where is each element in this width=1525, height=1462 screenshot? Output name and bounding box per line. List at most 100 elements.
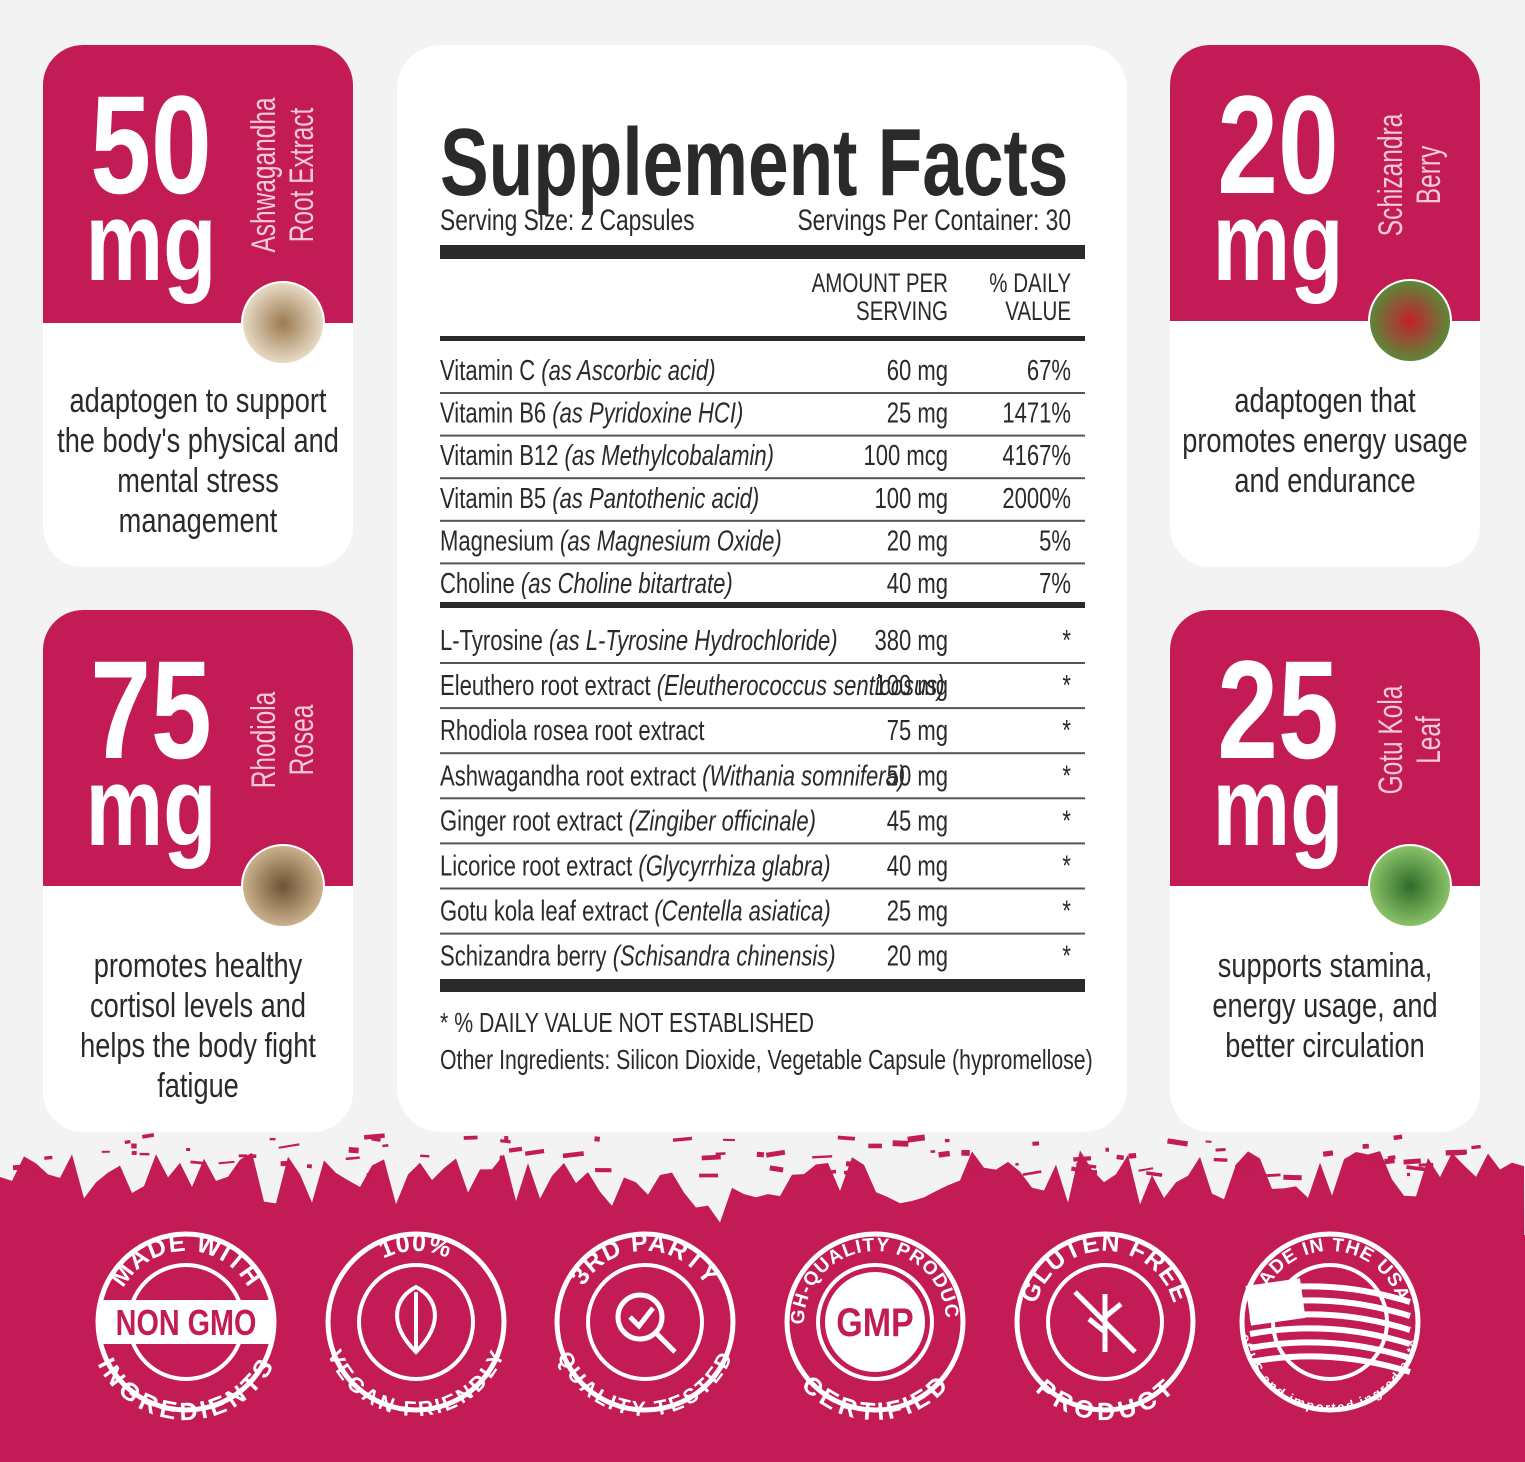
unit: mg xyxy=(85,745,216,870)
brush-speck xyxy=(131,1150,137,1156)
ingredient-photo xyxy=(1368,279,1452,363)
ingredient-name: Leaf xyxy=(1410,716,1448,764)
amount-per-serving: 100 mg xyxy=(875,483,948,515)
brush-speck xyxy=(938,1150,951,1158)
badge-ring xyxy=(1239,1231,1421,1413)
facts-background xyxy=(397,45,1127,1132)
ingredient-name: Root Extract xyxy=(283,107,321,242)
badge-center-text: GMP xyxy=(836,1299,913,1344)
brush-speck xyxy=(715,1152,726,1156)
rule-medium xyxy=(440,602,1085,608)
description: supports stamina, xyxy=(1218,946,1433,985)
brush-speck xyxy=(765,1149,786,1158)
brush-speck xyxy=(701,1154,721,1161)
band-body xyxy=(0,1235,1525,1462)
ingredient-row: Rhodiola rosea root extract xyxy=(440,715,705,747)
brush-speck xyxy=(500,1139,511,1144)
badge-ring xyxy=(554,1231,736,1413)
brush-speck xyxy=(1406,1172,1411,1177)
brush-speck xyxy=(562,1151,584,1159)
badge-ring xyxy=(1014,1231,1196,1413)
ingredient-name: Vitamin C xyxy=(440,355,541,387)
brush-speck xyxy=(345,1156,360,1161)
amount-per-serving: 20 mg xyxy=(887,941,948,973)
ingredient-row: Vitamin B5 (as Pantothenic acid) xyxy=(440,483,759,515)
amount-per-serving: 100 mg xyxy=(875,670,948,702)
brush-speck xyxy=(238,1154,248,1158)
ingredient-row: L-Tyrosine (as L-Tyrosine Hydrochloride) xyxy=(440,625,838,657)
brush-speck xyxy=(1128,1152,1137,1159)
daily-value: * xyxy=(1062,625,1071,657)
ingredient-row: Gotu kola leaf extract (Centella asiatic… xyxy=(440,896,831,928)
rule-thin xyxy=(440,519,1085,522)
description: adaptogen that xyxy=(1234,381,1416,420)
amount-per-serving: 100 mcg xyxy=(863,440,948,472)
amount-per-serving: 380 mg xyxy=(875,625,948,657)
ingredient-name: Berry xyxy=(1410,146,1448,205)
brush-speck xyxy=(124,1139,131,1145)
brush-speck xyxy=(248,1154,257,1159)
brush-speck xyxy=(117,1169,123,1173)
brush-speck xyxy=(32,1172,46,1176)
column-header: % DAILY xyxy=(989,268,1071,298)
description: promotes energy usage xyxy=(1182,421,1468,460)
badge-inner-ring xyxy=(1046,1263,1164,1381)
ingredient-row: Ashwagandha root extract (Withania somni… xyxy=(440,761,905,793)
brush-speck xyxy=(1393,1134,1403,1141)
ingredient-source: (as Ascorbic acid) xyxy=(541,355,715,387)
description: and endurance xyxy=(1234,461,1415,500)
rule-thin xyxy=(440,797,1085,800)
brush-speck xyxy=(843,1170,850,1175)
brush-speck xyxy=(12,1164,25,1171)
brush-speck xyxy=(1471,1144,1481,1150)
brush-speck xyxy=(723,1138,735,1142)
brush-speck xyxy=(1387,1155,1396,1161)
brush-speck xyxy=(1146,1171,1163,1177)
flag-stripe xyxy=(1249,1353,1411,1375)
ingredient-name: Vitamin B12 xyxy=(440,440,565,472)
brush-speck xyxy=(363,1133,385,1140)
amount-per-serving: 40 mg xyxy=(887,851,948,883)
ingredient-name: Licorice root extract xyxy=(440,851,638,883)
brush-speck xyxy=(348,1147,359,1154)
ingredient-name: Magnesium xyxy=(440,526,560,558)
rule-thin xyxy=(440,842,1085,845)
ingredient-row: Ginger root extract (Zingiber officinale… xyxy=(440,806,816,838)
flag-stripe xyxy=(1249,1325,1411,1347)
amount: 75 xyxy=(90,631,211,788)
magnifier-icon xyxy=(628,1306,677,1354)
ingredient-name: L-Tyrosine xyxy=(440,625,549,657)
brush-speck xyxy=(837,1135,856,1141)
ingredient-source: (as Methylcobalamin) xyxy=(565,440,774,472)
daily-value: 5% xyxy=(1039,526,1071,558)
brush-speck xyxy=(141,1132,155,1139)
brush-speck xyxy=(44,1155,53,1160)
leaf-icon xyxy=(395,1284,437,1355)
brush-speck xyxy=(131,1143,137,1149)
gluten-icon xyxy=(1073,1290,1137,1354)
brush-speck xyxy=(1403,1158,1421,1165)
rule-medium xyxy=(440,336,1085,341)
daily-value: * xyxy=(1062,851,1071,883)
amount: 20 xyxy=(1217,66,1338,223)
daily-value: * xyxy=(1062,896,1071,928)
brush-speck xyxy=(769,1165,784,1173)
facts-title: Supplement Facts xyxy=(440,109,1068,216)
rule-thin xyxy=(440,477,1085,480)
rule-thick xyxy=(440,245,1085,259)
brush-speck xyxy=(892,1140,909,1147)
rule-thin xyxy=(440,434,1085,437)
servings-per-container: Servings Per Container: 30 xyxy=(797,203,1071,237)
ingredient-name: Rosea xyxy=(283,704,321,775)
daily-value: * xyxy=(1062,761,1071,793)
ingredient-name: Vitamin B5 xyxy=(440,483,552,515)
brush-speck xyxy=(1242,1159,1255,1162)
amount-per-serving: 40 mg xyxy=(887,568,948,600)
column-header: AMOUNT PER xyxy=(812,268,948,298)
brush-speck xyxy=(930,1150,936,1153)
daily-value: * xyxy=(1062,670,1071,702)
description: management xyxy=(119,501,278,540)
ingredient-source: (as L-Tyrosine Hydrochloride) xyxy=(549,625,838,657)
ingredient-source: (Centella asiatica) xyxy=(654,896,830,928)
